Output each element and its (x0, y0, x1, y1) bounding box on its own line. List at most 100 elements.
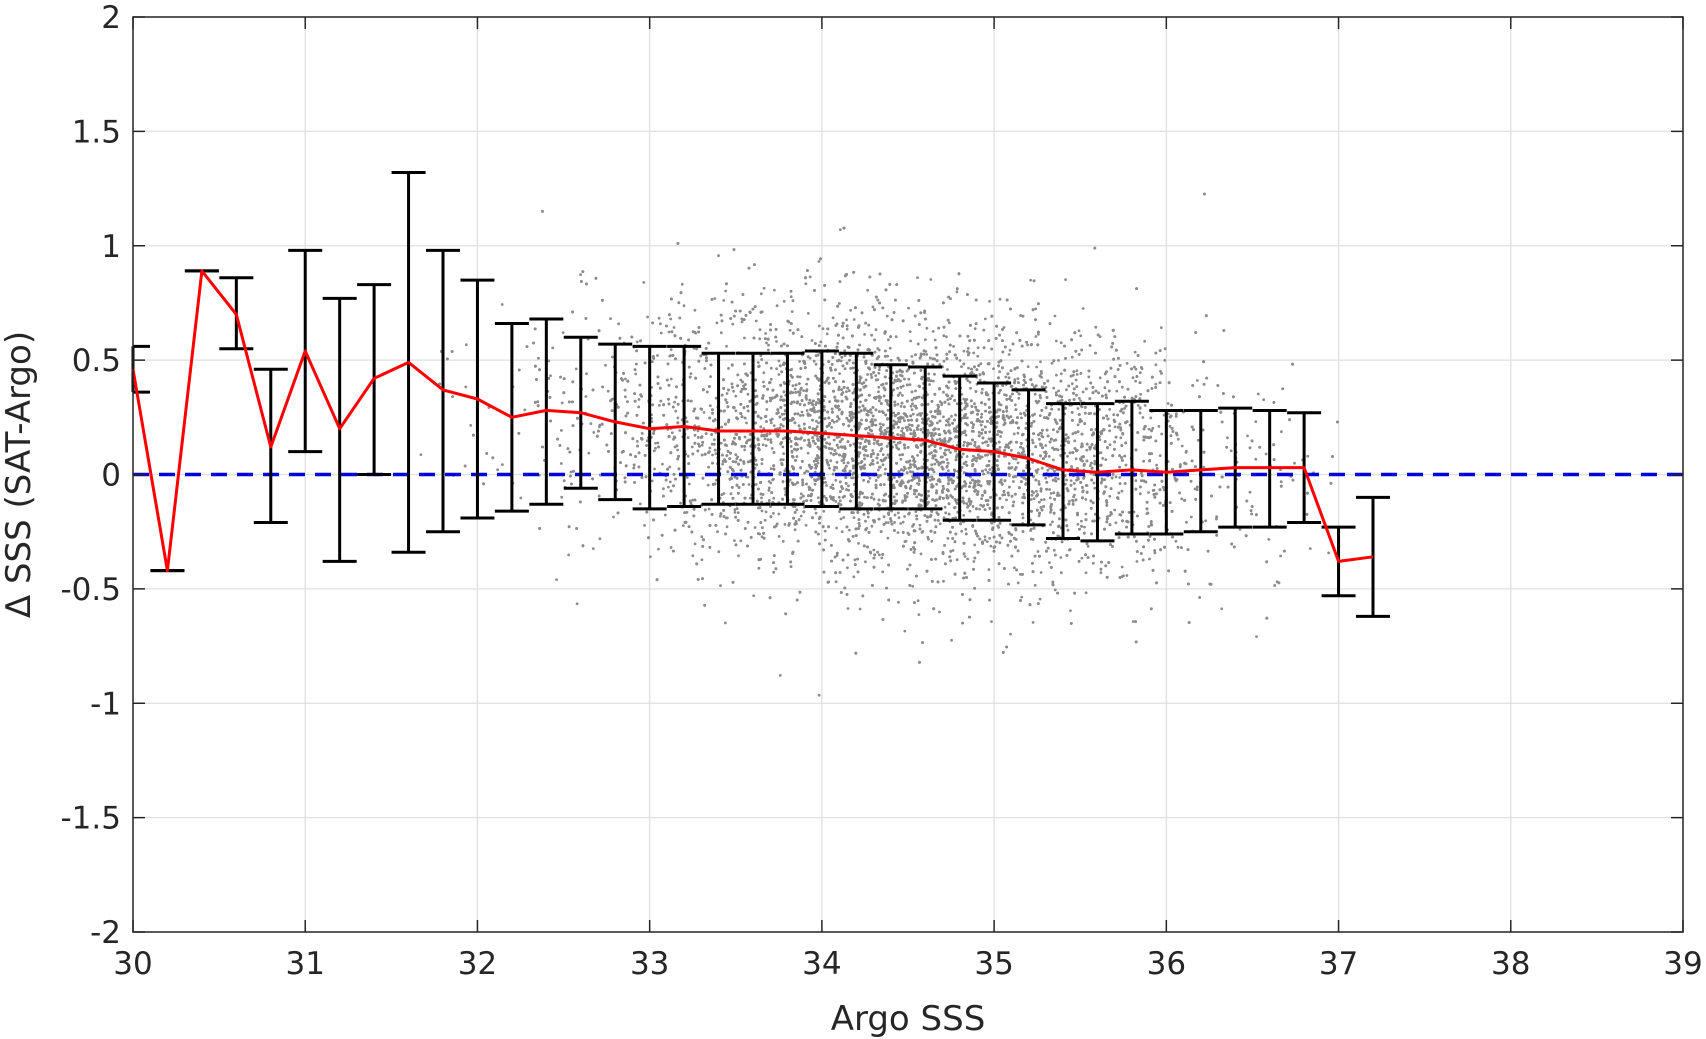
scatter-point (858, 492, 862, 496)
scatter-point (686, 436, 690, 439)
scatter-point (998, 297, 1002, 301)
scatter-point (689, 501, 693, 505)
scatter-point (936, 421, 939, 425)
scatter-point (989, 544, 993, 548)
scatter-point (979, 362, 983, 366)
scatter-point (693, 308, 697, 312)
scatter-point (929, 278, 933, 281)
scatter-point (661, 462, 664, 466)
scatter-point (1086, 544, 1090, 548)
scatter-point (845, 327, 849, 331)
scatter-point (668, 465, 672, 469)
scatter-point (760, 434, 764, 438)
scatter-point (1135, 560, 1139, 563)
scatter-point (882, 515, 886, 519)
scatter-point (693, 433, 697, 437)
scatter-point (748, 496, 752, 500)
scatter-point (725, 392, 729, 395)
scatter-point (1056, 448, 1060, 452)
scatter-point (903, 540, 907, 543)
scatter-point (713, 438, 716, 442)
scatter-point (864, 519, 867, 523)
scatter-point (860, 418, 863, 422)
scatter-point (736, 511, 740, 514)
scatter-point (925, 326, 929, 330)
scatter-point (761, 526, 764, 530)
scatter-point (931, 379, 935, 383)
scatter-point (1119, 436, 1123, 440)
scatter-point (685, 476, 689, 479)
scatter-point (1081, 390, 1085, 394)
scatter-point (892, 495, 896, 499)
scatter-point (815, 419, 818, 423)
scatter-point (800, 410, 804, 414)
scatter-point (796, 375, 799, 379)
scatter-point (916, 454, 919, 457)
scatter-point (795, 455, 799, 458)
scatter-point (878, 553, 881, 557)
scatter-point (678, 429, 682, 432)
scatter-point (708, 446, 712, 450)
scatter-point (966, 557, 970, 561)
scatter-point (1153, 551, 1157, 555)
scatter-point (1143, 404, 1147, 407)
scatter-point (1019, 573, 1022, 576)
scatter-point (838, 228, 842, 232)
scatter-point (895, 492, 899, 496)
scatter-point (1049, 510, 1052, 514)
scatter-point (860, 382, 864, 386)
scatter-point (1076, 522, 1080, 526)
scatter-point (830, 426, 833, 429)
scatter-point (973, 456, 977, 460)
scatter-point (638, 502, 642, 506)
scatter-point (657, 316, 661, 320)
scatter-point (965, 455, 969, 458)
scatter-point (905, 415, 909, 418)
scatter-point (772, 570, 776, 574)
scatter-point (1108, 429, 1112, 433)
scatter-point (769, 421, 773, 425)
scatter-point (762, 286, 766, 290)
scatter-point (806, 312, 810, 315)
scatter-point (1076, 423, 1080, 427)
scatter-point (1120, 385, 1124, 389)
scatter-point (911, 402, 914, 406)
scatter-point (873, 350, 877, 354)
scatter-point (555, 578, 558, 581)
scatter-point (835, 526, 838, 530)
scatter-point (897, 600, 900, 604)
scatter-point (842, 458, 846, 462)
scatter-point (808, 275, 812, 279)
scatter-point (1008, 348, 1012, 352)
scatter-point (881, 463, 885, 467)
scatter-point (1159, 326, 1163, 329)
scatter-point (863, 463, 867, 467)
scatter-point (897, 420, 900, 423)
scatter-point (1108, 424, 1111, 428)
scatter-point (1075, 369, 1079, 373)
scatter-point (858, 607, 862, 611)
scatter-point (817, 421, 820, 425)
scatter-point (938, 522, 942, 526)
scatter-point (585, 372, 588, 376)
scatter-point (1131, 620, 1135, 623)
scatter-point (965, 489, 968, 493)
scatter-point (790, 310, 794, 313)
scatter-point (858, 405, 861, 409)
scatter-point (500, 303, 504, 306)
scatter-point (946, 537, 950, 540)
scatter-point (1147, 491, 1150, 494)
scatter-point (1055, 373, 1058, 377)
scatter-point (962, 444, 965, 447)
scatter-point (896, 386, 899, 390)
scatter-point (1080, 519, 1083, 523)
scatter-point (793, 387, 797, 391)
scatter-point (1073, 439, 1077, 443)
scatter-point (579, 273, 582, 277)
scatter-point (933, 372, 936, 376)
scatter-point (584, 395, 588, 398)
scatter-point (1031, 438, 1034, 442)
scatter-point (1037, 514, 1041, 518)
scatter-point (877, 399, 881, 403)
scatter-point (706, 483, 710, 487)
